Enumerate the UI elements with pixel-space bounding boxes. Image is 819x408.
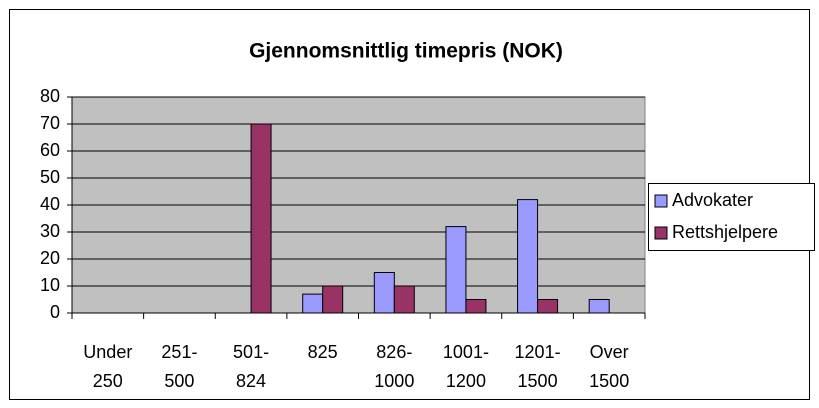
legend-swatch xyxy=(654,226,668,240)
x-tick-label: 824 xyxy=(236,371,266,391)
bar xyxy=(537,299,559,314)
x-tick-label: Under xyxy=(83,342,132,362)
bar xyxy=(393,285,415,314)
bar xyxy=(322,285,344,314)
x-tick-label: 501- xyxy=(233,342,269,362)
x-tick-label: 1000 xyxy=(374,371,414,391)
x-tick-label: 250 xyxy=(93,371,123,391)
bar xyxy=(465,299,487,314)
y-tick-label: 20 xyxy=(40,248,60,268)
x-tick-label: 500 xyxy=(164,371,194,391)
x-tick-label: 1200 xyxy=(446,371,486,391)
y-tick-label: 80 xyxy=(40,86,60,106)
x-tick-label: Over xyxy=(590,342,629,362)
y-tick-label: 50 xyxy=(40,167,60,187)
legend xyxy=(648,183,815,251)
bar xyxy=(250,123,272,314)
x-tick-label: 1201- xyxy=(515,342,561,362)
x-tick-label: 1500 xyxy=(589,371,629,391)
y-tick-label: 10 xyxy=(40,275,60,295)
legend-swatch xyxy=(654,194,668,208)
y-tick-label: 0 xyxy=(50,302,60,322)
bar xyxy=(517,199,539,314)
x-tick-label: 251- xyxy=(161,342,197,362)
x-tick-label: 1500 xyxy=(518,371,558,391)
legend-label: Advokater xyxy=(672,190,753,210)
x-tick-label: 826- xyxy=(376,342,412,362)
y-tick-label: 30 xyxy=(40,221,60,241)
y-tick-label: 40 xyxy=(40,194,60,214)
y-tick-label: 70 xyxy=(40,113,60,133)
x-tick-label: 825 xyxy=(308,342,338,362)
bar xyxy=(445,226,467,314)
y-tick-label: 60 xyxy=(40,140,60,160)
bar xyxy=(373,272,395,314)
bar xyxy=(588,299,610,314)
chart-title: Gjennomsnittlig timepris (NOK) xyxy=(249,40,563,63)
bar xyxy=(302,293,324,314)
x-tick-label: 1001- xyxy=(443,342,489,362)
legend-label: Rettshjelpere xyxy=(672,222,778,242)
